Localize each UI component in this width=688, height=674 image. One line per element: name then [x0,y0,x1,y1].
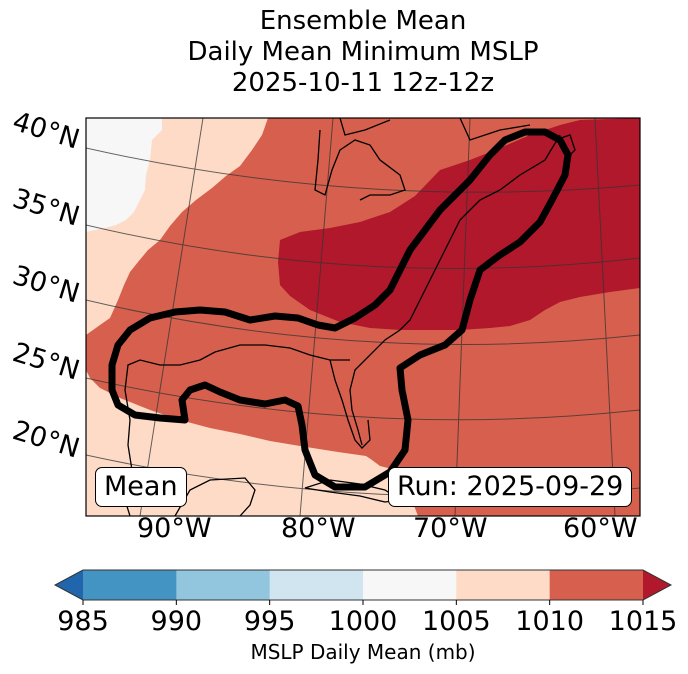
colorbar-tick-label: 1000 [328,606,398,637]
title-line-1: Ensemble Mean [259,6,467,36]
field-1000-1005 [86,118,162,232]
lon-line-90 [139,118,204,516]
lat-line-40 [86,147,640,193]
colorbar-label: MSLP Daily Mean (mb) [250,640,476,664]
lon-label-60: 60°W [563,513,638,544]
colorbar-bin [456,570,551,600]
lat-line-25 [86,377,640,421]
colorbar-bin [176,570,271,600]
mslp-contour-outline [108,128,572,491]
coastline-great-lakes [314,129,406,201]
colorbar-tick-label: 990 [150,606,203,637]
coastline-east-coast [349,134,561,446]
colorbar-bin [363,570,457,600]
chart-title: Ensemble Mean Daily Mean Minimum MSLP 20… [0,6,688,99]
lon-label-80: 80°W [281,513,356,544]
colorbar-tick-label: 1005 [421,606,491,637]
colorbar-extend-high [643,570,671,600]
coastlines [124,118,576,516]
colorbar [53,569,673,605]
run-annotation: Run: 2025-09-29 [388,467,633,507]
colorbar-tick-label: 1015 [608,606,678,637]
title-line-3: 2025-10-11 12z-12z [231,68,495,98]
colorbar-tick-label: 985 [57,606,109,637]
colorbar-bin [269,570,364,600]
colorbar-extend-low [55,570,83,600]
field-above-1015 [278,118,640,330]
lat-line-35 [86,224,640,270]
lon-label-90: 90°W [137,513,212,544]
colorbar-tick-label: 995 [243,606,296,637]
coastline-florida [329,359,371,449]
map-frame [85,117,641,517]
colorbar-bin [549,570,644,600]
title-line-2: Daily Mean Minimum MSLP [187,37,539,67]
coastline-gulf [124,344,350,516]
colorbar-tick-label: 1010 [515,606,585,637]
lon-line-60 [594,118,616,516]
mean-annotation: Mean [95,467,187,507]
colorbar-bin [83,570,177,600]
lon-label-70: 70°W [413,513,488,544]
coastline-yucatan [174,477,256,516]
